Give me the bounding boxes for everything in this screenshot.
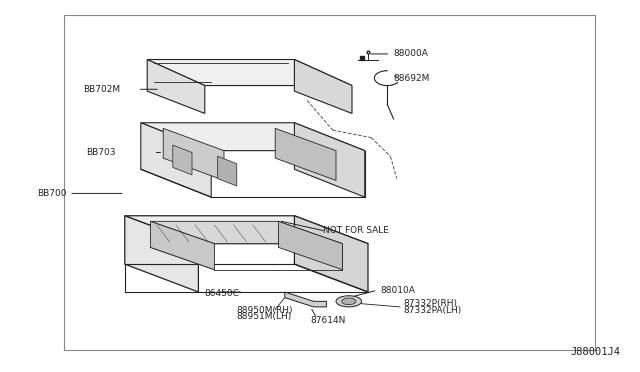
Polygon shape [147,60,352,86]
Polygon shape [147,60,205,113]
Ellipse shape [342,298,356,305]
Polygon shape [278,221,342,270]
Text: 88951M(LH): 88951M(LH) [237,312,292,321]
Polygon shape [150,221,214,270]
Text: BB703: BB703 [86,148,116,157]
Polygon shape [173,145,192,175]
Polygon shape [285,292,326,307]
Text: 87332PA(LH): 87332PA(LH) [403,306,461,315]
Text: 88950M(RH): 88950M(RH) [237,306,293,315]
Polygon shape [294,123,365,197]
Text: 86450C: 86450C [205,289,239,298]
Polygon shape [141,123,211,197]
Text: 88692M: 88692M [394,74,430,83]
Polygon shape [125,216,198,292]
Text: BB702M: BB702M [83,85,120,94]
Polygon shape [275,128,336,180]
Polygon shape [150,221,342,244]
Polygon shape [163,128,224,180]
Polygon shape [125,216,368,244]
Polygon shape [141,123,365,151]
Ellipse shape [336,296,362,307]
Polygon shape [218,156,237,186]
Text: J88001J4: J88001J4 [571,347,621,357]
Text: NOT FOR SALE: NOT FOR SALE [323,226,389,235]
Bar [64,15,595,350]
Polygon shape [294,60,352,113]
Text: 88010A: 88010A [381,286,415,295]
Text: BB700: BB700 [37,189,67,198]
Polygon shape [294,216,368,292]
Text: 87614N: 87614N [310,316,346,325]
Text: 87332P(RH): 87332P(RH) [403,299,457,308]
Text: 88000A: 88000A [394,49,428,58]
